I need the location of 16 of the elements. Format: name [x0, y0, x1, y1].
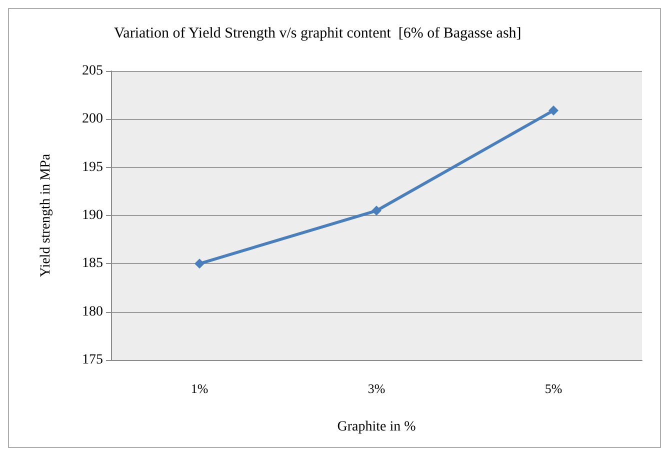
y-tick-label: 195	[82, 160, 103, 175]
y-tick-label: 190	[82, 208, 103, 223]
y-axis-title: Yield strength in MPa	[38, 153, 54, 278]
x-tick-label: 1%	[190, 381, 208, 396]
y-tick-label: 185	[82, 256, 103, 272]
point	[548, 105, 558, 116]
x-tick-label: 3%	[368, 381, 386, 396]
point	[194, 258, 204, 269]
point	[372, 206, 382, 216]
y-tick-label: 200	[82, 112, 103, 127]
y-tick-label: 175	[82, 352, 103, 368]
y-tick-label: 205	[82, 64, 103, 78]
x-axis-title: Graphite in %	[337, 420, 416, 434]
y-tick-label: 180	[82, 304, 103, 320]
chart-title: Variation of Yield Strength v/s graphit content [6% of Bagasse ash]	[114, 26, 522, 42]
x-tick-label: 5%	[544, 381, 562, 396]
